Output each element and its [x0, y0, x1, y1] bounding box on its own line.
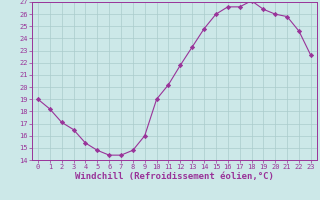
X-axis label: Windchill (Refroidissement éolien,°C): Windchill (Refroidissement éolien,°C) [75, 172, 274, 181]
